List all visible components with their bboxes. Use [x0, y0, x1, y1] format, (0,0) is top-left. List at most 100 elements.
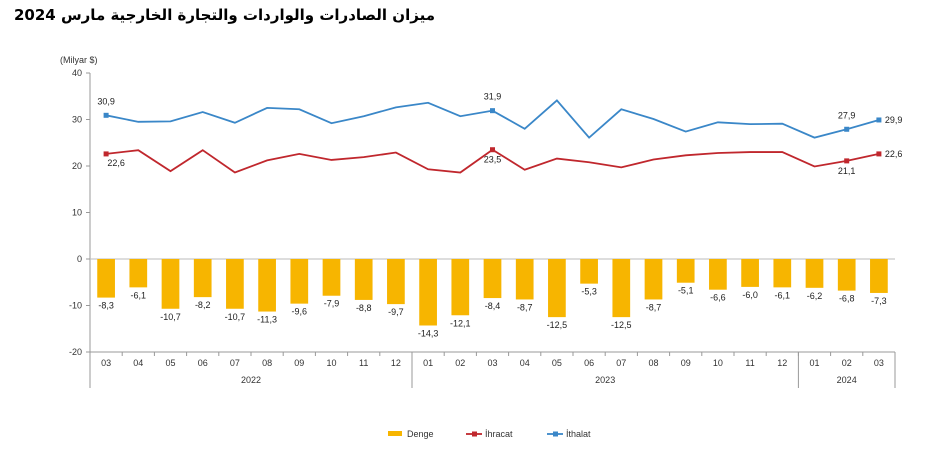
year-label: 2023 — [595, 375, 615, 385]
denge-data-label: -6,8 — [839, 294, 855, 304]
ihracat-data-label: 22,6 — [107, 158, 125, 168]
legend-label-ihracat: İhracat — [485, 429, 513, 439]
x-tick-label: 01 — [809, 358, 819, 368]
ithalat-data-label: 31,9 — [484, 92, 502, 102]
denge-data-label: -12,5 — [611, 320, 632, 330]
denge-bar — [644, 259, 663, 300]
denge-data-label: -8,8 — [356, 303, 372, 313]
denge-data-label: -8,3 — [98, 301, 114, 311]
ihracat-marker — [876, 151, 882, 157]
denge-data-label: -11,3 — [257, 315, 277, 325]
denge-bar — [419, 259, 437, 326]
denge-data-label: -6,1 — [775, 290, 791, 300]
denge-bar — [709, 259, 727, 290]
denge-data-label: -10,7 — [225, 312, 246, 322]
x-tick-label: 01 — [423, 358, 433, 368]
x-tick-label: 12 — [391, 358, 401, 368]
legend-label-ithalat: İthalat — [566, 429, 591, 439]
x-tick-label: 08 — [262, 358, 272, 368]
x-tick-label: 11 — [745, 358, 754, 368]
ihracat-data-label: 22,6 — [885, 149, 903, 159]
denge-bar — [290, 259, 309, 304]
ithalat-line — [105, 99, 880, 139]
denge-bar — [741, 259, 759, 287]
x-tick-label: 06 — [584, 358, 594, 368]
ihracat-data-label: 21,1 — [838, 166, 856, 176]
denge-bar — [805, 259, 824, 288]
denge-data-label: -12,5 — [547, 320, 568, 330]
y-tick-label: 40 — [72, 68, 82, 78]
ithalat-data-label: 30,9 — [97, 96, 115, 106]
x-tick-label: 02 — [842, 358, 852, 368]
ihracat-data-label: 23,5 — [484, 155, 502, 165]
denge-data-label: -8,4 — [485, 301, 501, 311]
denge-bar — [161, 259, 180, 309]
denge-data-label: -8,7 — [517, 302, 533, 312]
denge-data-label: -9,7 — [388, 307, 404, 317]
denge-bar — [548, 259, 566, 318]
y-tick-label: -20 — [69, 347, 82, 357]
denge-bar — [870, 259, 888, 293]
denge-data-label: -14,3 — [418, 328, 439, 338]
denge-bar — [515, 259, 534, 300]
denge-bar — [129, 259, 148, 288]
ihracat-marker — [844, 158, 850, 164]
denge-bar — [612, 259, 631, 318]
x-tick-label: 05 — [165, 358, 175, 368]
denge-bar — [837, 259, 856, 291]
x-tick-label: 07 — [230, 358, 240, 368]
denge-bar — [226, 259, 244, 309]
ithalat-data-label: 27,9 — [838, 110, 856, 120]
denge-data-label: -5,3 — [581, 287, 597, 297]
denge-data-label: -10,7 — [160, 312, 181, 322]
y-tick-label: 30 — [72, 115, 82, 125]
x-tick-label: 11 — [359, 358, 368, 368]
denge-data-label: -9,6 — [292, 307, 308, 317]
ihracat-marker — [490, 147, 495, 153]
ithalat-marker — [876, 117, 882, 123]
x-tick-label: 08 — [648, 358, 658, 368]
denge-bar — [483, 259, 502, 299]
denge-data-label: -8,2 — [195, 300, 211, 310]
denge-bar — [451, 259, 470, 316]
denge-data-label: -8,7 — [646, 302, 662, 312]
denge-bar — [193, 259, 212, 298]
denge-data-label: -5,1 — [678, 286, 694, 296]
y-tick-label: -10 — [69, 301, 82, 311]
year-label: 2024 — [837, 375, 857, 385]
denge-data-label: -6,6 — [710, 293, 726, 303]
denge-data-label: -12,1 — [450, 318, 471, 328]
x-tick-label: 07 — [616, 358, 626, 368]
x-tick-label: 12 — [777, 358, 787, 368]
y-tick-label: 10 — [72, 208, 82, 218]
x-tick-label: 04 — [520, 358, 530, 368]
legend-marker-ithalat — [553, 431, 558, 437]
denge-bar — [258, 259, 276, 312]
legend-swatch-denge — [388, 431, 402, 436]
ihracat-marker — [103, 151, 109, 157]
denge-data-label: -6,0 — [742, 290, 758, 300]
denge-data-label: -7,3 — [871, 296, 887, 306]
x-tick-label: 10 — [326, 358, 336, 368]
x-tick-label: 02 — [455, 358, 465, 368]
x-tick-label: 09 — [294, 358, 304, 368]
x-tick-label: 04 — [133, 358, 143, 368]
denge-bar — [97, 259, 115, 298]
denge-bar — [773, 259, 792, 288]
x-tick-label: 03 — [101, 358, 111, 368]
denge-bar — [387, 259, 405, 305]
ithalat-data-label: 29,9 — [885, 115, 903, 125]
y-axis-unit-label: (Milyar $) — [60, 55, 98, 65]
denge-bar — [580, 259, 598, 284]
denge-data-label: -7,9 — [324, 299, 340, 309]
y-tick-label: 20 — [72, 161, 82, 171]
ithalat-marker — [490, 108, 495, 114]
y-tick-label: 0 — [77, 254, 82, 264]
x-tick-label: 09 — [681, 358, 691, 368]
legend-label-denge: Denge — [407, 429, 434, 439]
x-tick-label: 03 — [487, 358, 497, 368]
x-tick-label: 05 — [552, 358, 562, 368]
denge-bar — [322, 259, 341, 296]
legend-marker-ihracat — [472, 431, 477, 437]
